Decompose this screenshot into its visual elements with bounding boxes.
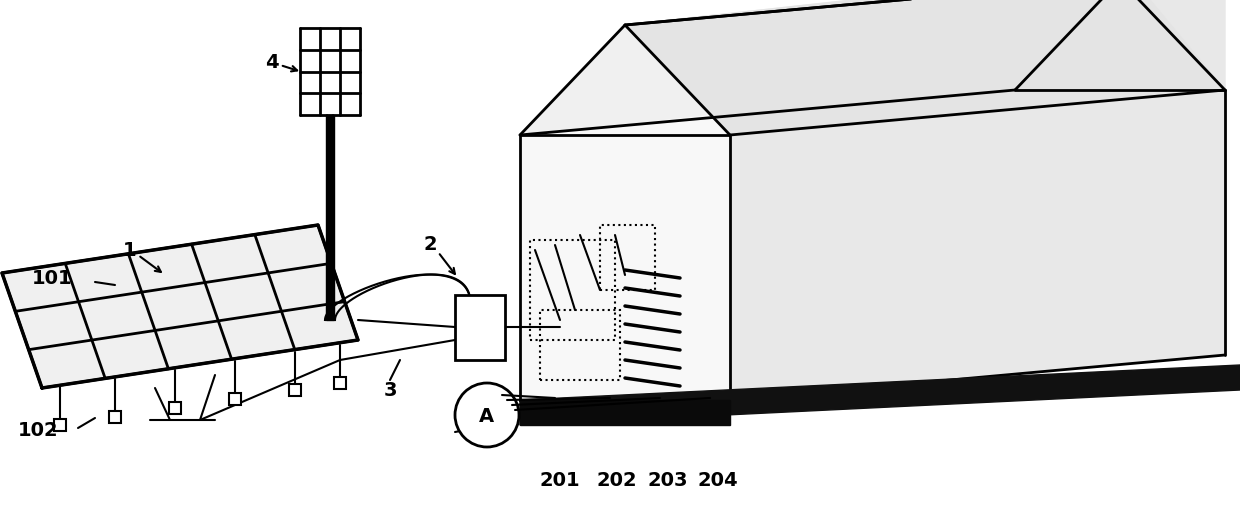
- Bar: [529, 240, 615, 340]
- Bar: [169, 402, 181, 414]
- Polygon shape: [520, 135, 730, 400]
- Text: 201: 201: [539, 471, 580, 490]
- Text: 3: 3: [383, 380, 397, 399]
- Bar: [334, 377, 346, 389]
- Polygon shape: [520, 0, 1125, 135]
- Polygon shape: [520, 400, 730, 425]
- Bar: [55, 420, 66, 431]
- Text: 204: 204: [698, 471, 738, 490]
- Text: 102: 102: [17, 421, 58, 440]
- Bar: [229, 393, 241, 405]
- Bar: [600, 225, 655, 290]
- Polygon shape: [625, 0, 1225, 135]
- Bar: [289, 383, 301, 396]
- Bar: [455, 295, 505, 360]
- Bar: [539, 310, 620, 380]
- Text: 101: 101: [32, 268, 72, 287]
- Bar: [109, 411, 122, 423]
- Polygon shape: [2, 225, 358, 388]
- Text: 4: 4: [265, 53, 279, 72]
- Circle shape: [455, 383, 520, 447]
- Polygon shape: [326, 115, 334, 320]
- Text: 1: 1: [123, 240, 136, 260]
- Text: 203: 203: [647, 471, 688, 490]
- Polygon shape: [730, 0, 1225, 135]
- Polygon shape: [730, 90, 1225, 400]
- Polygon shape: [520, 365, 1240, 425]
- Text: 202: 202: [596, 471, 637, 490]
- Polygon shape: [520, 25, 730, 135]
- Text: 2: 2: [423, 235, 436, 254]
- Text: A: A: [479, 407, 494, 426]
